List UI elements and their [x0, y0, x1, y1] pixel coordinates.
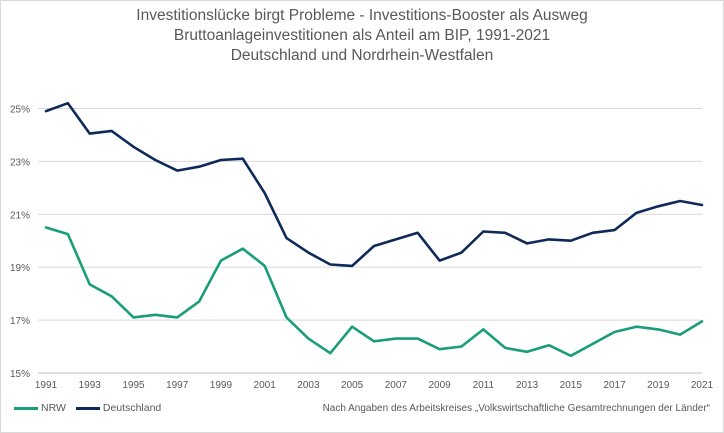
legend-item-nrw: NRW	[14, 402, 66, 414]
legend: NRW Deutschland	[14, 402, 171, 414]
x-tick-label: 2011	[473, 380, 495, 391]
y-tick-label: 21%	[10, 210, 30, 221]
title-line-3: Deutschland und Nordrhein-Westfalen	[230, 47, 494, 64]
y-tick-label: 15%	[10, 369, 30, 380]
x-tick-label: 1991	[35, 380, 58, 391]
x-tick-label: 1993	[79, 380, 102, 391]
series-line-deutschland	[44, 101, 704, 268]
legend-label-nrw: NRW	[41, 402, 66, 414]
gridlines	[38, 107, 702, 321]
x-tick-label: 1997	[166, 380, 189, 391]
x-tick-label: 2001	[254, 380, 277, 391]
y-tick-label: 23%	[10, 157, 30, 168]
x-tick-label: 2021	[691, 380, 714, 391]
series-lines	[44, 101, 704, 358]
x-axis-labels: 1991 1993 1995 1997 1999 2001 2003 2005 2007 2009…	[35, 380, 714, 391]
series-line-nrw	[44, 226, 704, 358]
x-tick-label: 1999	[210, 380, 233, 391]
x-tick-label: 2003	[297, 380, 320, 391]
y-tick-label: 17%	[10, 316, 30, 327]
x-tick-label: 1995	[122, 380, 145, 391]
legend-swatch-nrw	[14, 406, 38, 410]
source-note: Nach Angaben des Arbeitskreises „Volkswi…	[322, 403, 710, 414]
x-tick-label: 2005	[341, 380, 364, 391]
legend-label-deutschland: Deutschland	[102, 402, 162, 414]
legend-item-deutschland: Deutschland	[75, 402, 162, 414]
x-tick-label: 2013	[516, 380, 539, 391]
legend-swatch-deutschland	[75, 406, 100, 410]
x-tick-label: 2017	[603, 380, 626, 391]
y-axis-labels: 15% 17% 19% 21% 23% 25%	[10, 104, 30, 380]
x-tick-label: 2009	[428, 380, 451, 391]
title-line-1: Investitionslücke birgt Probleme - Inves…	[136, 7, 588, 24]
y-tick-label: 25%	[10, 104, 30, 115]
title-line-2: Bruttoanlageinvestitionen als Anteil am …	[173, 27, 551, 44]
chart-title: Investitionslücke birgt Probleme - Inves…	[0, 6, 724, 66]
x-tick-label: 2019	[647, 380, 670, 391]
x-tick-label: 2007	[385, 380, 408, 391]
x-tick-label: 2015	[560, 380, 583, 391]
y-tick-label: 19%	[10, 263, 30, 274]
